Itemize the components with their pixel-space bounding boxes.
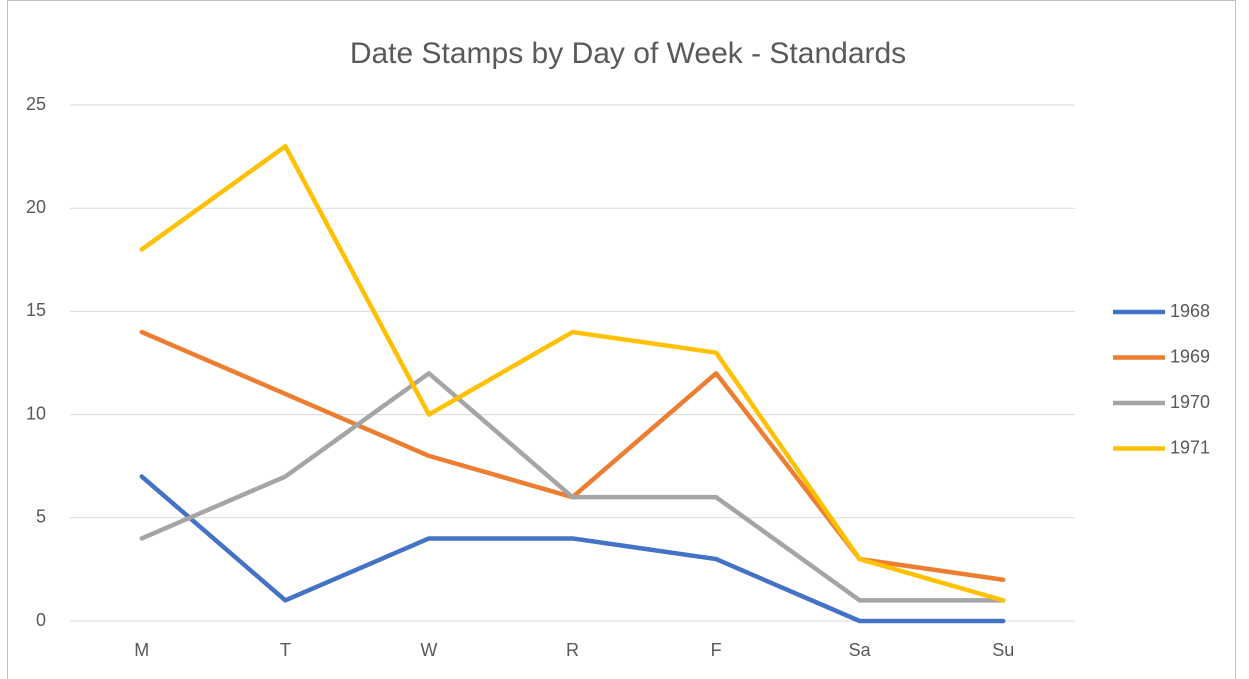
chart-title: Date Stamps by Day of Week - Standards <box>350 37 906 70</box>
x-tick-label: W <box>420 640 437 660</box>
legend-label: 1971 <box>1170 437 1210 457</box>
series-line <box>139 371 1006 603</box>
y-tick-label: 15 <box>26 300 46 320</box>
y-tick-label: 0 <box>36 610 46 630</box>
x-tick-label: T <box>280 640 291 660</box>
legend-label: 1968 <box>1170 301 1210 321</box>
y-tick-label: 25 <box>26 94 46 114</box>
y-tick-label: 5 <box>36 507 46 527</box>
x-tick-label: Sa <box>849 640 872 660</box>
series-line <box>139 474 1006 624</box>
legend-label: 1970 <box>1170 392 1210 412</box>
x-tick-label: Su <box>992 640 1014 660</box>
y-tick-label: 10 <box>26 403 46 423</box>
x-tick-label: F <box>711 640 722 660</box>
x-tick-label: R <box>566 640 579 660</box>
y-tick-label: 20 <box>26 197 46 217</box>
x-tick-label: M <box>134 640 149 660</box>
series-line <box>139 144 1006 603</box>
legend-label: 1969 <box>1170 346 1210 366</box>
